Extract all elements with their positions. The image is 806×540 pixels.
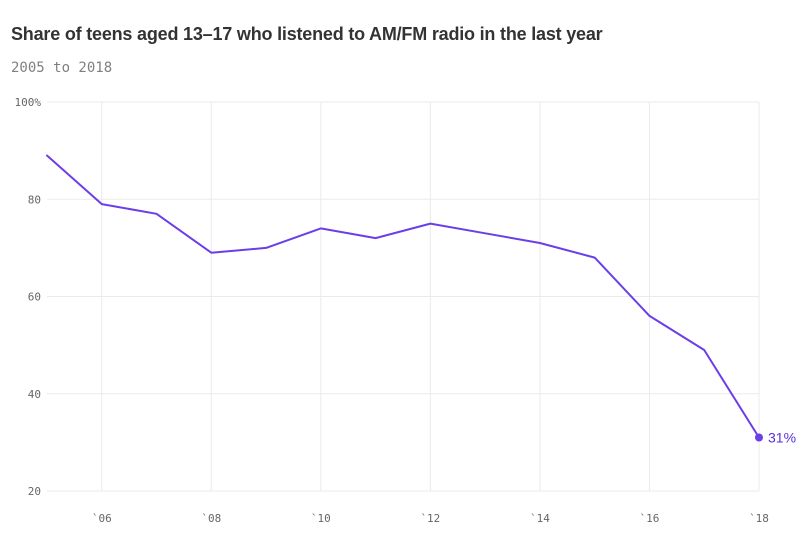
series-layer: 31% — [46, 154, 796, 446]
end-value-label: 31% — [768, 430, 796, 446]
chart-title: Share of teens aged 13–17 who listened t… — [11, 24, 603, 44]
x-tick-label-2006: `06 — [92, 512, 112, 525]
y-tick-label-100: 100% — [15, 96, 42, 109]
x-tick-label-2008: `08 — [201, 512, 221, 525]
x-tick-label-2010: `10 — [311, 512, 331, 525]
x-tick-label-2018: `18 — [749, 512, 769, 525]
y-tick-label-80: 80 — [28, 193, 41, 206]
y-tick-label-60: 60 — [28, 291, 41, 304]
end-point-marker — [755, 433, 763, 442]
x-tick-label-2012: `12 — [420, 512, 440, 525]
x-tick-label-2014: `14 — [530, 512, 550, 525]
series-line — [46, 154, 760, 439]
x-tick-label-2016: `16 — [640, 512, 660, 525]
chart-subtitle: 2005 to 2018 — [11, 60, 113, 76]
axis-layer: 100% 80 60 40 20 `06 `08 `10 `12 `14 `16 `18 — [15, 96, 769, 525]
y-tick-label-20: 20 — [28, 485, 41, 498]
y-tick-label-40: 40 — [28, 388, 41, 401]
grid-layer — [47, 101, 760, 492]
